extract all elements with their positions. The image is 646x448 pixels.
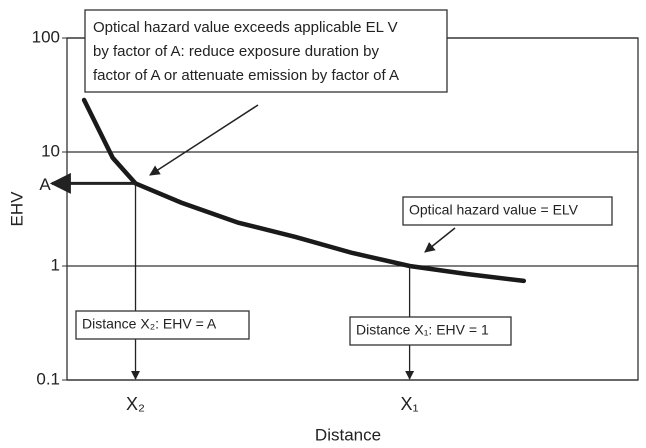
annotation-text: Optical hazard value = ELV (409, 202, 579, 218)
annotation-text: Distance X₁: EHV = 1 (356, 322, 489, 338)
y-tick-label: A (39, 175, 51, 194)
x-axis-label: Distance (315, 425, 381, 444)
curve (81, 97, 527, 284)
annotation-box (402, 196, 613, 226)
y-tick-label: 1 (51, 255, 60, 274)
annotation-box (349, 316, 512, 346)
annotation-box (84, 9, 448, 93)
y-tick-label: 0.1 (36, 369, 60, 388)
y-tick-label: 10 (41, 141, 60, 160)
annotation-text: factor of A or attenuate emission by fac… (93, 67, 399, 84)
annotation-box (75, 310, 250, 340)
annotation-text: Optical hazard value exceeds applicable … (93, 19, 398, 36)
annotation-text: by factor of A: reduce exposure duration… (93, 43, 380, 60)
pointer-arrow (149, 104, 259, 176)
pointer-arrow (424, 227, 456, 253)
x-tick-label: X₁ (401, 394, 419, 414)
y-tick-label: 100 (32, 27, 60, 46)
annotation-text: Distance X₂: EHV = A (82, 316, 217, 332)
y-axis-label: EHV (7, 191, 26, 227)
x-tick-label: X₂ (126, 394, 145, 414)
